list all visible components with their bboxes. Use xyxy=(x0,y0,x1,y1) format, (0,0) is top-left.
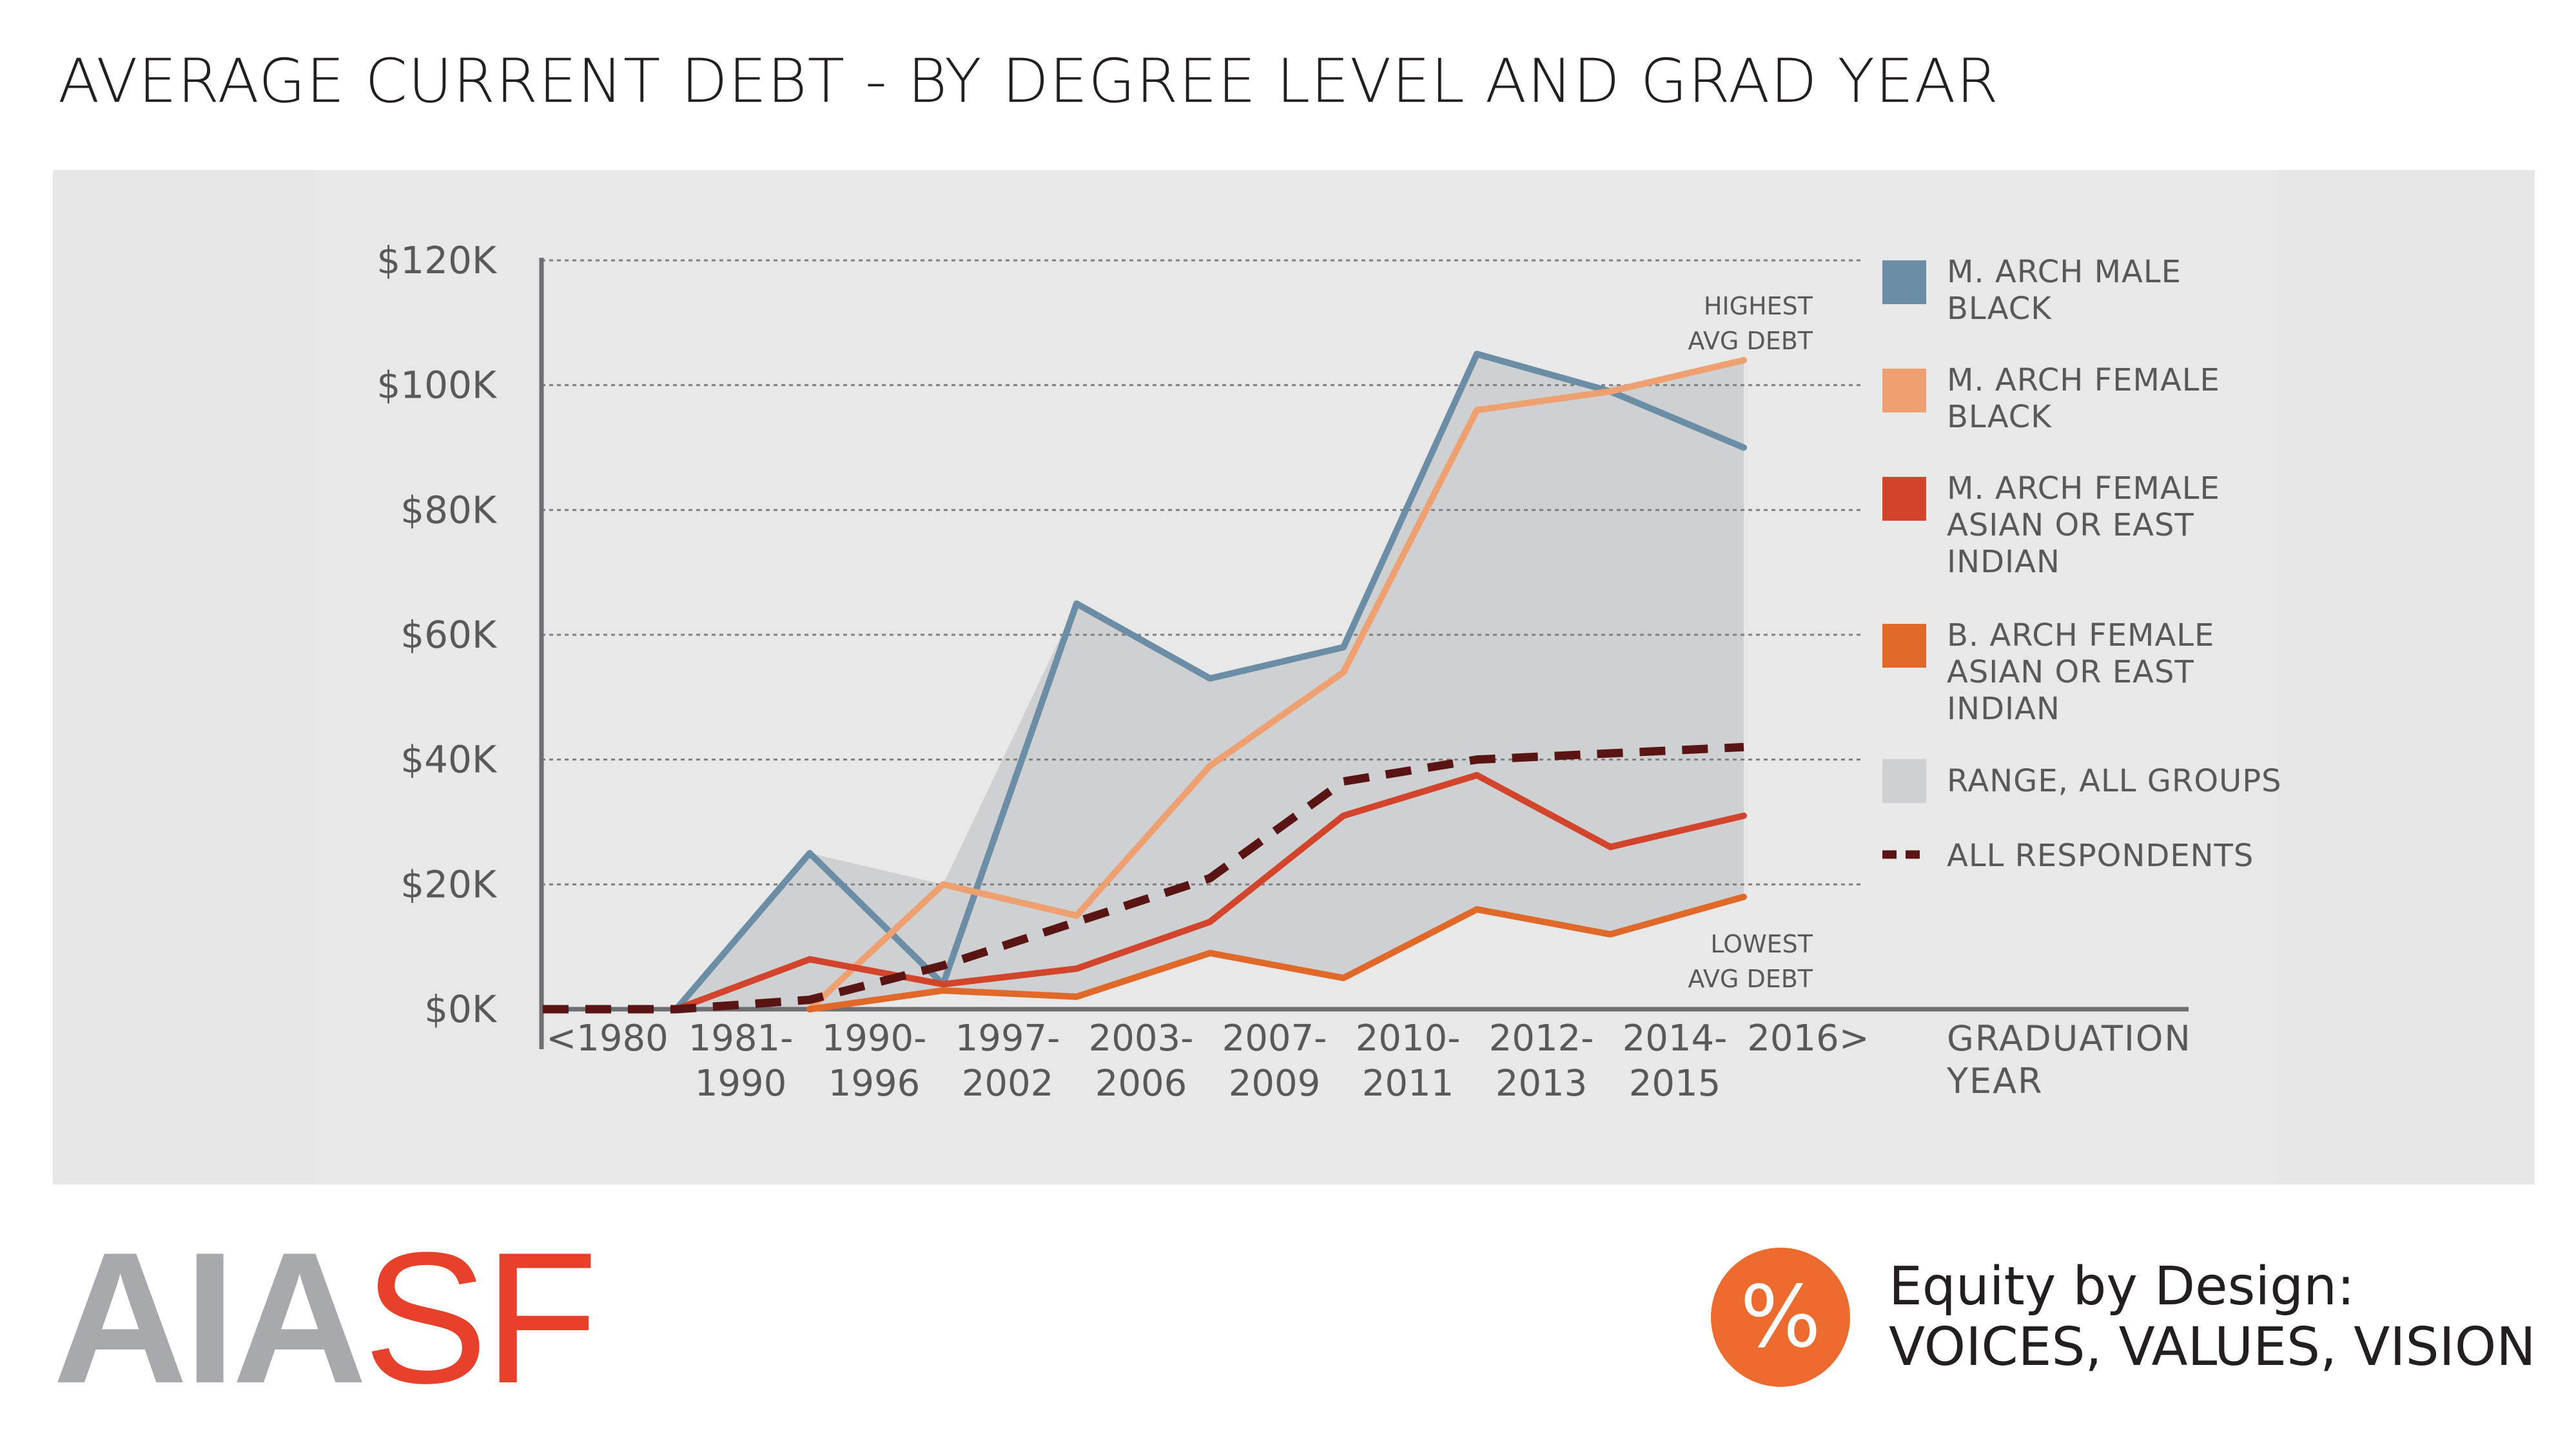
x-tick-label: 2002 xyxy=(962,1063,1054,1105)
series-line xyxy=(673,771,1747,1012)
annotation-lowest: AVG DEBT xyxy=(1688,965,1813,993)
legend-label: BLACK xyxy=(1947,291,2052,327)
legend-label-all: ALL RESPONDENTS xyxy=(1947,838,2254,874)
aiasf-logo: AIASF xyxy=(53,1224,598,1411)
x-axis-title: GRADUATION xyxy=(1947,1018,2192,1059)
gridlines-layer xyxy=(542,259,1863,885)
x-tick-label: 2016> xyxy=(1747,1018,1869,1059)
x-tick-label: 2012- xyxy=(1489,1018,1594,1059)
annotation-highest: HIGHEST xyxy=(1704,292,1813,320)
y-tick-label: $80K xyxy=(400,488,498,532)
legend-label: BLACK xyxy=(1947,399,2052,435)
labels-layer: $0K$20K$40K$60K$80K$100K$120K<1980 1981-1… xyxy=(376,238,2192,1105)
percent-badge-icon: % xyxy=(1711,1248,1850,1387)
x-tick-label: 2009 xyxy=(1229,1063,1321,1105)
y-tick-label: $120K xyxy=(376,238,498,282)
x-tick-label: 1990 xyxy=(695,1063,787,1105)
x-tick-label: 2014- xyxy=(1623,1018,1728,1059)
y-tick-label: $40K xyxy=(400,738,498,782)
x-tick-label: 2003- xyxy=(1089,1018,1194,1059)
legend-label-range: RANGE, ALL GROUPS xyxy=(1947,763,2282,799)
legend-label: M. ARCH FEMALE xyxy=(1947,470,2220,507)
series-line xyxy=(673,351,1747,1012)
y-tick-label: $0K xyxy=(424,987,498,1031)
x-tick-label: 1996 xyxy=(828,1063,921,1105)
y-tick-label: $60K xyxy=(400,613,498,657)
legend-label: M. ARCH MALE xyxy=(1947,254,2181,290)
chart-title: AVERAGE CURRENT DEBT - BY DEGREE LEVEL A… xyxy=(58,46,1999,117)
logo-sf: SF xyxy=(363,1213,598,1422)
annotation-highest: AVG DEBT xyxy=(1688,327,1813,355)
legend-label: B. ARCH FEMALE xyxy=(1947,617,2214,653)
x-tick-label: 2007- xyxy=(1222,1018,1327,1059)
y-tick-label: $100K xyxy=(376,363,498,407)
x-tick-label: 2006 xyxy=(1095,1063,1187,1105)
tagline-line2: VOICES, VALUES, VISION xyxy=(1889,1317,2536,1378)
x-tick-label: 2010- xyxy=(1356,1018,1461,1059)
annotation-lowest: LOWEST xyxy=(1710,930,1813,958)
series-line xyxy=(806,893,1747,1012)
x-tick-label: 1997- xyxy=(955,1018,1060,1059)
legend-swatch xyxy=(1882,260,1926,304)
legend-swatch xyxy=(1882,477,1926,521)
legend-label: ASIAN OR EAST xyxy=(1947,654,2194,690)
x-tick-label: 1990- xyxy=(822,1018,927,1059)
x-tick-label: 2015 xyxy=(1629,1063,1721,1105)
legend-label: INDIAN xyxy=(1947,544,2060,580)
x-axis-title: YEAR xyxy=(1946,1061,2044,1101)
legend-swatch xyxy=(1882,369,1926,412)
logo-aia: AIA xyxy=(53,1213,367,1422)
x-tick-label: 1981- xyxy=(688,1018,794,1059)
legend-swatch-range xyxy=(1882,759,1926,803)
legend-swatch xyxy=(1882,624,1926,668)
x-tick-label: <1980 xyxy=(546,1018,668,1059)
series-line xyxy=(543,742,1744,1014)
tagline: Equity by Design: VOICES, VALUES, VISION xyxy=(1889,1256,2536,1378)
range-band-rect xyxy=(1610,385,1744,885)
x-tick-label: 2013 xyxy=(1496,1063,1588,1105)
series-layer xyxy=(543,351,1747,1014)
tagline-line1: Equity by Design: xyxy=(1889,1256,2355,1317)
y-tick-label: $20K xyxy=(400,862,498,906)
series-line xyxy=(806,356,1747,1012)
legend-label: INDIAN xyxy=(1947,691,2060,727)
x-tick-label: 2011 xyxy=(1362,1063,1454,1105)
legend-label: M. ARCH FEMALE xyxy=(1947,362,2220,398)
legend-label: ASIAN OR EAST xyxy=(1947,507,2194,543)
